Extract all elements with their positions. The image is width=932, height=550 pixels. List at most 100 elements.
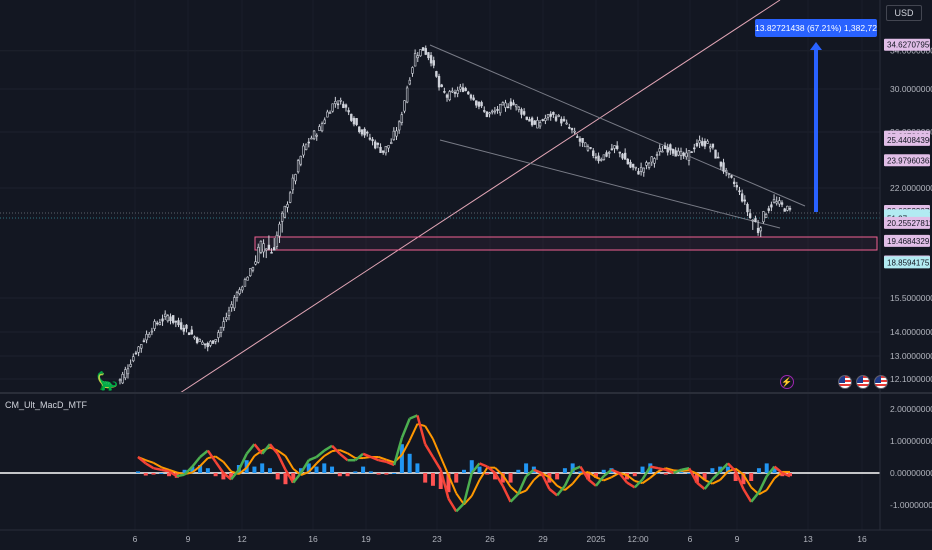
candle-body: [209, 341, 212, 346]
candle-body: [735, 185, 739, 188]
candle-body: [467, 91, 470, 95]
candle-body: [560, 118, 563, 124]
macd-histogram-bar: [205, 468, 210, 473]
candle-body: [608, 151, 611, 154]
macd-line-segment: [610, 468, 620, 475]
macd-line-segment: [222, 472, 232, 481]
macd-signal-segment: [758, 489, 768, 496]
macd-line-segment: [501, 485, 512, 503]
us-flag-icon-2[interactable]: [856, 375, 870, 389]
macd-line-segment: [424, 443, 435, 458]
candle-body: [483, 110, 486, 112]
macd-line-segment: [455, 502, 465, 513]
candle-body: [190, 329, 193, 335]
candle-body: [334, 101, 337, 105]
measure-arrowhead: [810, 42, 822, 50]
candle-body: [360, 129, 364, 135]
candle-body: [621, 153, 624, 159]
time-tick-label: 16: [308, 534, 318, 544]
candle-body: [576, 136, 579, 138]
macd-signal-segment: [711, 479, 721, 485]
candle-body: [203, 343, 207, 346]
indicator-title[interactable]: CM_Ult_MacD_MTF: [5, 400, 88, 410]
macd-line-segment: [253, 443, 264, 455]
price-tag: [884, 38, 930, 51]
us-flag-icon-1[interactable]: [838, 375, 852, 389]
lightning-icon[interactable]: ⚡: [780, 375, 794, 389]
price-tag: [884, 154, 930, 167]
macd-line-segment: [579, 465, 590, 481]
candle-body: [562, 118, 566, 122]
candle-body: [546, 114, 550, 118]
macd-line-segment: [176, 473, 185, 478]
macd-signal-segment: [525, 479, 535, 492]
candle-body: [429, 55, 433, 64]
macd-signal-segment: [587, 471, 597, 479]
macd-signal-segment: [308, 462, 318, 473]
macd-signal-segment: [401, 439, 411, 456]
macd-signal-segment: [199, 457, 209, 467]
macd-line-segment: [696, 481, 706, 490]
candle-body: [275, 234, 279, 247]
macd-line-segment: [517, 475, 528, 495]
candle-body: [693, 147, 696, 150]
macd-line-segment: [214, 461, 225, 474]
candle-body: [185, 324, 188, 329]
macd-signal-segment: [408, 423, 419, 441]
candle-body: [294, 174, 297, 182]
candle-body: [780, 202, 784, 205]
currency-selector[interactable]: USD: [886, 5, 922, 21]
candle-body: [578, 138, 582, 142]
macd-signal-segment: [447, 474, 458, 494]
candle-body: [352, 118, 356, 125]
candle-body: [475, 100, 478, 106]
trendline: [179, 0, 781, 394]
price-tick-label: 15.50000000: [890, 293, 932, 303]
candle-body: [719, 161, 723, 167]
candle-body: [690, 151, 693, 153]
candle-body: [775, 201, 778, 204]
candle-body: [581, 137, 584, 143]
price-tick-label: 30.00000000: [890, 84, 932, 94]
candle-body: [522, 111, 526, 115]
us-flag-icon-3[interactable]: [874, 375, 888, 389]
candle-body: [254, 261, 257, 265]
candle-body: [134, 352, 138, 355]
candle-body: [568, 127, 571, 129]
candle-body: [706, 140, 709, 144]
candle-body: [211, 340, 215, 344]
candle-body: [746, 203, 749, 213]
macd-histogram-bar: [469, 460, 474, 473]
macd-line-segment: [268, 443, 279, 455]
macd-histogram-bar: [384, 473, 389, 475]
candle-body: [594, 156, 598, 159]
candle-body: [132, 356, 135, 362]
candle-body: [597, 155, 600, 162]
candle-body: [416, 55, 419, 59]
macd-line-segment: [261, 443, 271, 455]
candle-body: [642, 167, 645, 173]
candle-body: [509, 101, 513, 107]
macd-line-segment: [292, 472, 302, 484]
macd-line-segment: [742, 488, 753, 503]
macd-histogram-bar: [438, 473, 443, 489]
macd-line-segment: [284, 469, 295, 484]
candle-body: [756, 227, 760, 233]
macd-line-segment: [479, 462, 488, 468]
candle-body: [363, 128, 366, 136]
candle-body: [472, 97, 475, 101]
candle-body: [653, 158, 656, 164]
candle-body: [259, 240, 263, 253]
candle-body: [459, 86, 462, 90]
candle-body: [565, 122, 568, 125]
candle-body: [280, 212, 284, 222]
candle-body: [637, 171, 640, 175]
candle-body: [198, 338, 201, 342]
candle-body: [544, 118, 547, 121]
candle-body: [140, 344, 143, 349]
macd-line-segment: [657, 466, 667, 472]
macd-line-segment: [354, 452, 364, 462]
